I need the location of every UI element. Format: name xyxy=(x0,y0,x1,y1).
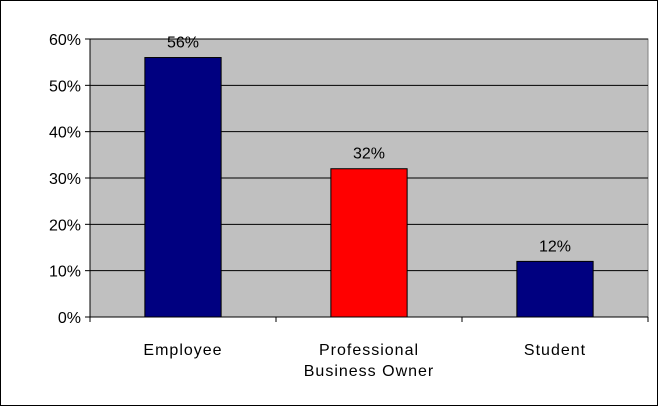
bar xyxy=(516,260,594,318)
data-label: 56% xyxy=(167,35,199,52)
y-tick-label: 10% xyxy=(49,264,81,281)
y-tick-label: 60% xyxy=(49,32,81,49)
y-tick-label: 20% xyxy=(49,217,81,234)
y-tick-label: 30% xyxy=(49,171,81,188)
x-category-label: Business Owner xyxy=(304,363,435,380)
bar xyxy=(330,168,408,318)
x-category-label: Student xyxy=(524,342,586,359)
data-label: 12% xyxy=(539,238,571,255)
x-axis: Employee Professional Business Owner Studen… xyxy=(89,316,649,380)
bars xyxy=(144,57,594,318)
y-tick-label: 40% xyxy=(49,125,81,142)
data-labels: 56% 32% 12% xyxy=(167,35,571,256)
x-category-label: Professional xyxy=(319,342,419,359)
y-tick-label: 0% xyxy=(58,310,81,327)
y-tick-label: 50% xyxy=(49,78,81,95)
x-category-label: Employee xyxy=(143,342,222,359)
data-label: 32% xyxy=(353,146,385,163)
bar xyxy=(144,57,222,318)
y-axis: 0% 10% 20% 30% 40% 50% 60% xyxy=(49,32,91,327)
